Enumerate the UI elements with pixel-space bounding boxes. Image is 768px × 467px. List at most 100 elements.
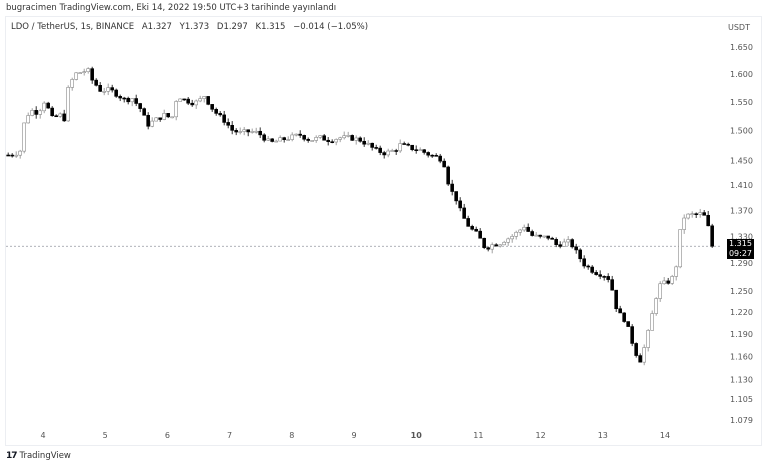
tradingview-logo[interactable]: 17 TradingView xyxy=(6,451,71,461)
candle-up xyxy=(70,79,74,88)
candle-up xyxy=(238,131,242,133)
candle-down xyxy=(382,152,386,156)
candle-down xyxy=(110,87,114,91)
candle-down xyxy=(226,122,230,126)
symbol-name[interactable]: LDO / TetherUS, 1s, BINANCE xyxy=(11,22,135,32)
candle-down xyxy=(434,155,438,157)
x-axis[interactable]: 4 5 6 7 8 9 10 11 12 13 14 xyxy=(40,431,670,440)
candle-down xyxy=(10,154,14,157)
y-tick-label: 1.650 xyxy=(730,43,753,52)
candle-up xyxy=(366,142,370,145)
candle-down xyxy=(466,218,470,227)
candle-down xyxy=(6,154,10,157)
candle-down xyxy=(402,143,406,145)
candle-down xyxy=(554,239,558,245)
candle-up xyxy=(498,244,502,247)
candle-down xyxy=(210,104,214,110)
candle-down xyxy=(422,149,426,153)
y-tick-label: 1.330 xyxy=(730,232,753,241)
candle-down xyxy=(122,97,126,100)
candle-down xyxy=(282,137,286,140)
candle-down xyxy=(430,154,434,157)
candle-down xyxy=(118,96,122,99)
candle-up xyxy=(150,120,154,127)
y-tick-label: 1.370 xyxy=(730,206,753,215)
candle-down xyxy=(114,89,118,97)
candle-down xyxy=(702,212,706,216)
candle-up xyxy=(162,113,166,120)
candle-down xyxy=(618,308,622,314)
candle-down xyxy=(374,147,378,149)
candle-down xyxy=(462,207,466,219)
x-tick-label: 8 xyxy=(289,431,294,440)
candle-down xyxy=(326,139,330,142)
y-axis[interactable]: 1.650 1.600 1.550 1.500 1.450 1.410 1.370 1.330… xyxy=(730,43,753,425)
candle-down xyxy=(694,213,698,216)
candle-down xyxy=(330,141,334,143)
candle-down xyxy=(158,117,162,120)
candle-up xyxy=(18,150,22,156)
x-tick-label: 10 xyxy=(411,431,423,440)
candle-down xyxy=(474,228,478,232)
candle-up xyxy=(566,239,570,243)
candle-down xyxy=(166,113,170,118)
candle-up xyxy=(418,149,422,152)
candle-down xyxy=(214,108,218,114)
candle-down xyxy=(62,113,66,122)
x-tick-label: 11 xyxy=(473,431,483,440)
candle-down xyxy=(46,102,50,109)
y-tick-label: 1.500 xyxy=(730,127,753,136)
candle-down xyxy=(406,143,410,146)
candle-down xyxy=(458,200,462,209)
candle-down xyxy=(438,155,442,162)
candle-down xyxy=(574,246,578,251)
candle-up xyxy=(314,137,318,141)
candle-down xyxy=(614,289,618,310)
candle-down xyxy=(634,343,638,356)
tradingview-logo-text: TradingView xyxy=(19,451,71,461)
candle-down xyxy=(186,98,190,104)
y-tick-label: 1.450 xyxy=(730,156,753,165)
candle-up xyxy=(390,150,394,152)
candle-down xyxy=(666,280,670,284)
candle-up xyxy=(254,130,258,133)
ohlc-high: Y1.373 xyxy=(179,22,210,32)
x-tick-label: 5 xyxy=(103,431,108,440)
chart-frame xyxy=(5,16,762,446)
candle-up xyxy=(286,139,290,141)
candle-up xyxy=(86,68,90,73)
candle-down xyxy=(610,279,614,291)
candle-up xyxy=(534,234,538,237)
candle-up xyxy=(198,98,202,102)
candle-down xyxy=(98,85,102,92)
y-tick-label: 1.410 xyxy=(730,181,753,190)
candle-down xyxy=(50,107,54,117)
candle-up xyxy=(346,135,350,137)
candle-down xyxy=(298,133,302,136)
candle-down xyxy=(582,258,586,267)
candle-up xyxy=(542,235,546,238)
candle-up xyxy=(294,133,298,136)
candle-up xyxy=(562,241,566,247)
candle-down xyxy=(622,312,626,322)
candle-down xyxy=(142,108,146,116)
candle-down xyxy=(482,237,486,248)
candle-down xyxy=(306,138,310,141)
candle-down xyxy=(94,79,98,86)
candle-down xyxy=(206,96,210,105)
candle-up xyxy=(170,116,174,119)
candle-up xyxy=(334,139,338,143)
y-tick-label: 1.220 xyxy=(730,308,753,317)
candle-up xyxy=(174,101,178,118)
candle-down xyxy=(546,235,550,239)
candle-up xyxy=(274,140,278,143)
candle-up xyxy=(698,212,702,215)
candle-up xyxy=(310,140,314,142)
x-tick-label: 13 xyxy=(598,431,608,440)
candle-up xyxy=(674,266,678,277)
candle-up xyxy=(278,137,282,142)
candle-down xyxy=(146,114,150,127)
candle-up xyxy=(26,115,30,124)
candle-down xyxy=(414,149,418,151)
